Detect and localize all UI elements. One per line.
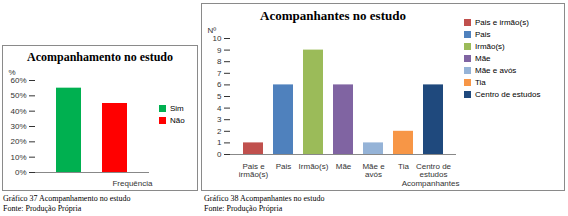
html-text:Mãe e avós: Mãe e avós [475, 66, 517, 75]
svg-text:4: 4 [217, 104, 222, 113]
html-text:Acompanhamento no estudo: Acompanhamento no estudo [27, 50, 173, 64]
html-text:Gráfico 37 Acompanhamento no e: Gráfico 37 Acompanhamento no estudo [3, 194, 131, 203]
html-text:Não: Não [170, 116, 185, 125]
html-text:Pais e irmão(s): Pais e irmão(s) [475, 18, 529, 27]
svg-text:Centro deestudos: Centro deestudos [416, 162, 452, 179]
svg-text:Irmão(s): Irmão(s) [299, 162, 329, 171]
svg-text:Pais: Pais [276, 162, 292, 171]
svg-text:60%: 60% [10, 76, 26, 85]
svg-text:10%: 10% [10, 153, 26, 162]
svg-text:0: 0 [217, 150, 222, 159]
svg-text:2: 2 [217, 127, 222, 136]
svg-text:Pais eirmão(s): Pais eirmão(s) [239, 162, 269, 179]
svg-text:7: 7 [217, 69, 222, 78]
html-text:Pais: Pais [475, 30, 491, 39]
html-text:Fonte: Produção Própria: Fonte: Produção Própria [204, 204, 283, 213]
html-text:Tia: Tia [475, 78, 486, 87]
svg-text:Mãe eavós: Mãe eavós [362, 162, 385, 179]
html-text:Centro de estudos: Centro de estudos [475, 90, 541, 99]
svg-text:3: 3 [217, 115, 222, 124]
svg-text:%: % [9, 68, 16, 77]
svg-text:Nº: Nº [208, 26, 217, 35]
html-text:Fonte: Produção Própria: Fonte: Produção Própria [3, 204, 82, 213]
html-text:Mãe: Mãe [475, 54, 491, 63]
svg-text:10: 10 [213, 34, 222, 43]
html-text:Gráfico 38 Acompanhantes no es: Gráfico 38 Acompanhantes no estudo [204, 194, 325, 203]
svg-text:5: 5 [217, 92, 222, 101]
svg-text:Frequência: Frequência [112, 179, 153, 188]
svg-text:Mãe: Mãe [336, 162, 352, 171]
svg-text:Acompanhantes: Acompanhantes [402, 179, 460, 188]
svg-text:Tia: Tia [398, 162, 409, 171]
svg-text:9: 9 [217, 46, 222, 55]
svg-text:1: 1 [217, 138, 222, 147]
svg-text:20%: 20% [10, 137, 26, 146]
html-text:Sim: Sim [170, 104, 184, 113]
svg-text:0%: 0% [15, 168, 27, 177]
svg-text:40%: 40% [10, 107, 26, 116]
html-text:Acompanhantes no estudo: Acompanhantes no estudo [260, 8, 406, 23]
html-text:Irmão(s): Irmão(s) [475, 42, 505, 51]
svg-text:6: 6 [217, 80, 222, 89]
svg-text:8: 8 [217, 57, 222, 66]
svg-text:30%: 30% [10, 122, 26, 131]
svg-text:50%: 50% [10, 91, 26, 100]
